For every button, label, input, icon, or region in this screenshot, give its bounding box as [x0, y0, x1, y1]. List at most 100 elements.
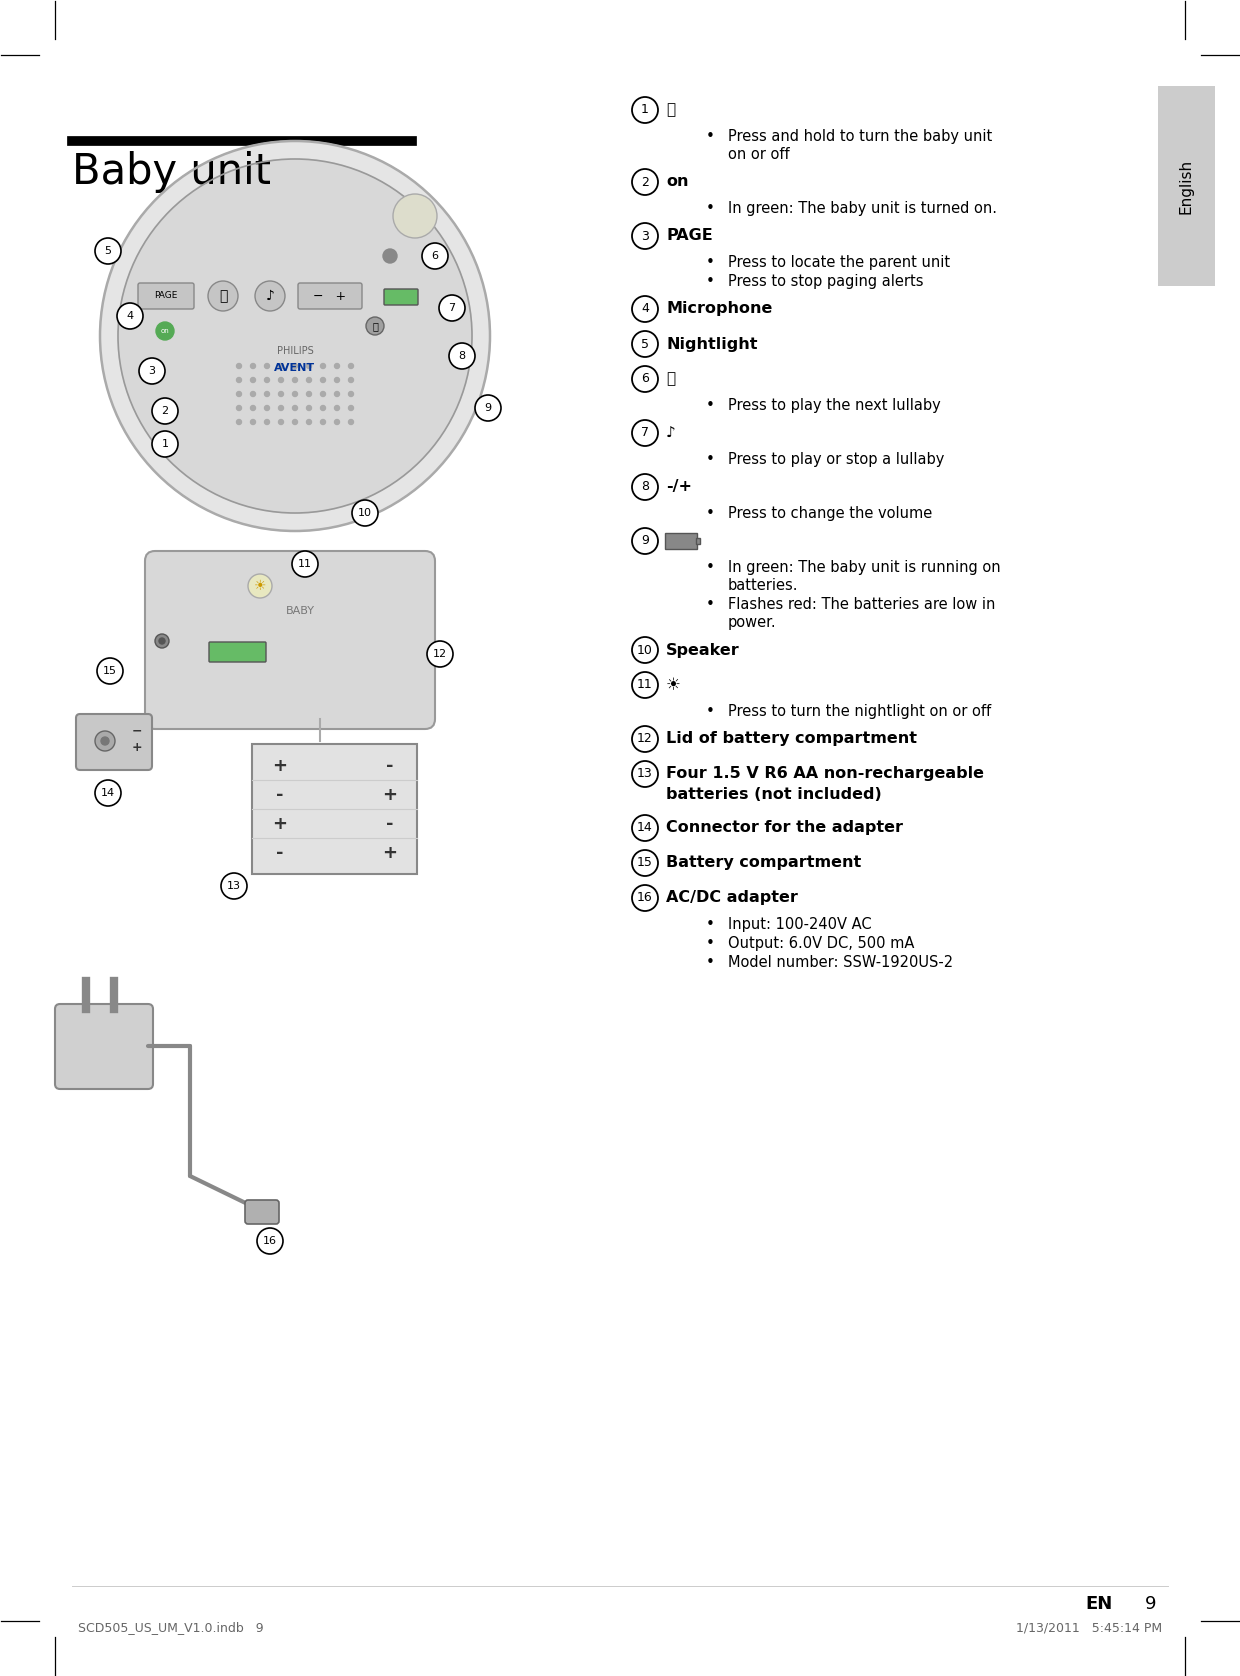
FancyBboxPatch shape — [384, 288, 418, 305]
Circle shape — [335, 364, 340, 369]
Text: 9: 9 — [1145, 1596, 1157, 1612]
Text: 11: 11 — [637, 679, 653, 692]
Circle shape — [221, 873, 247, 898]
Text: batteries (not included): batteries (not included) — [666, 788, 882, 803]
Circle shape — [632, 672, 658, 697]
Circle shape — [427, 640, 453, 667]
Text: •: • — [706, 397, 714, 412]
Text: 15: 15 — [103, 665, 117, 675]
Circle shape — [279, 377, 284, 382]
FancyBboxPatch shape — [246, 1200, 279, 1223]
Circle shape — [348, 364, 353, 369]
Text: 10: 10 — [637, 644, 653, 657]
Text: 6: 6 — [641, 372, 649, 385]
Circle shape — [250, 419, 255, 424]
Text: on: on — [666, 174, 688, 189]
Text: BABY: BABY — [285, 607, 315, 617]
Circle shape — [139, 359, 165, 384]
Text: 14: 14 — [100, 788, 115, 798]
Circle shape — [632, 885, 658, 912]
Circle shape — [237, 419, 242, 424]
Text: 1/13/2011   5:45:14 PM: 1/13/2011 5:45:14 PM — [1016, 1621, 1162, 1634]
Text: Press to locate the parent unit: Press to locate the parent unit — [728, 255, 950, 270]
Text: EN: EN — [1085, 1596, 1112, 1612]
Circle shape — [257, 1229, 283, 1254]
FancyBboxPatch shape — [1158, 85, 1215, 287]
Circle shape — [97, 659, 123, 684]
Text: ⏻: ⏻ — [666, 102, 675, 117]
Text: Output: 6.0V DC, 500 mA: Output: 6.0V DC, 500 mA — [728, 935, 914, 950]
Circle shape — [293, 377, 298, 382]
Text: •: • — [706, 201, 714, 216]
Text: Input: 100-240V AC: Input: 100-240V AC — [728, 917, 872, 932]
Text: -/+: -/+ — [666, 479, 692, 494]
FancyBboxPatch shape — [138, 283, 193, 308]
Circle shape — [95, 238, 122, 265]
Text: Flashes red: The batteries are low in: Flashes red: The batteries are low in — [728, 597, 996, 612]
Circle shape — [335, 377, 340, 382]
Circle shape — [250, 364, 255, 369]
Text: 8: 8 — [641, 481, 649, 493]
Text: -: - — [277, 786, 284, 804]
FancyBboxPatch shape — [298, 283, 362, 308]
Text: Connector for the adapter: Connector for the adapter — [666, 821, 903, 836]
Circle shape — [632, 761, 658, 788]
Text: +: + — [382, 786, 398, 804]
Circle shape — [153, 397, 179, 424]
Text: −   +: − + — [314, 290, 346, 302]
Text: Model number: SSW-1920US-2: Model number: SSW-1920US-2 — [728, 955, 954, 970]
Text: +: + — [273, 815, 288, 833]
Text: 3: 3 — [641, 230, 649, 243]
Text: -: - — [386, 815, 394, 833]
Text: 7: 7 — [641, 426, 649, 439]
Circle shape — [156, 322, 174, 340]
Text: -: - — [277, 845, 284, 861]
Text: •: • — [706, 129, 714, 144]
Circle shape — [237, 406, 242, 411]
Text: 11: 11 — [298, 560, 312, 568]
Circle shape — [264, 419, 269, 424]
Circle shape — [632, 726, 658, 753]
Circle shape — [293, 406, 298, 411]
Circle shape — [632, 97, 658, 122]
Text: Press to turn the nightlight on or off: Press to turn the nightlight on or off — [728, 704, 991, 719]
Circle shape — [279, 419, 284, 424]
Circle shape — [264, 377, 269, 382]
Circle shape — [208, 282, 238, 312]
Text: •: • — [706, 917, 714, 932]
Circle shape — [100, 141, 490, 531]
Text: −: − — [131, 724, 143, 737]
FancyBboxPatch shape — [210, 642, 267, 662]
Text: Press to change the volume: Press to change the volume — [728, 506, 932, 521]
Circle shape — [383, 250, 397, 263]
Circle shape — [264, 392, 269, 397]
Text: •: • — [706, 955, 714, 970]
Text: 12: 12 — [637, 732, 653, 746]
Circle shape — [237, 392, 242, 397]
Circle shape — [250, 392, 255, 397]
Text: 2: 2 — [161, 406, 169, 416]
Text: Battery compartment: Battery compartment — [666, 855, 862, 870]
Circle shape — [159, 639, 165, 644]
Text: English: English — [1178, 159, 1193, 213]
Text: •: • — [706, 560, 714, 575]
Circle shape — [293, 364, 298, 369]
Circle shape — [320, 392, 325, 397]
Text: 1: 1 — [161, 439, 169, 449]
Circle shape — [348, 419, 353, 424]
Text: ♪: ♪ — [666, 426, 676, 441]
FancyBboxPatch shape — [665, 533, 697, 550]
Circle shape — [632, 528, 658, 555]
Circle shape — [279, 406, 284, 411]
Text: 5: 5 — [104, 246, 112, 256]
FancyBboxPatch shape — [55, 1004, 153, 1089]
Circle shape — [422, 243, 448, 270]
Circle shape — [632, 223, 658, 250]
Text: PAGE: PAGE — [666, 228, 713, 243]
Text: 1: 1 — [641, 104, 649, 117]
FancyBboxPatch shape — [145, 551, 435, 729]
Circle shape — [632, 474, 658, 499]
Text: 8: 8 — [459, 350, 465, 360]
Circle shape — [264, 364, 269, 369]
Circle shape — [118, 159, 472, 513]
